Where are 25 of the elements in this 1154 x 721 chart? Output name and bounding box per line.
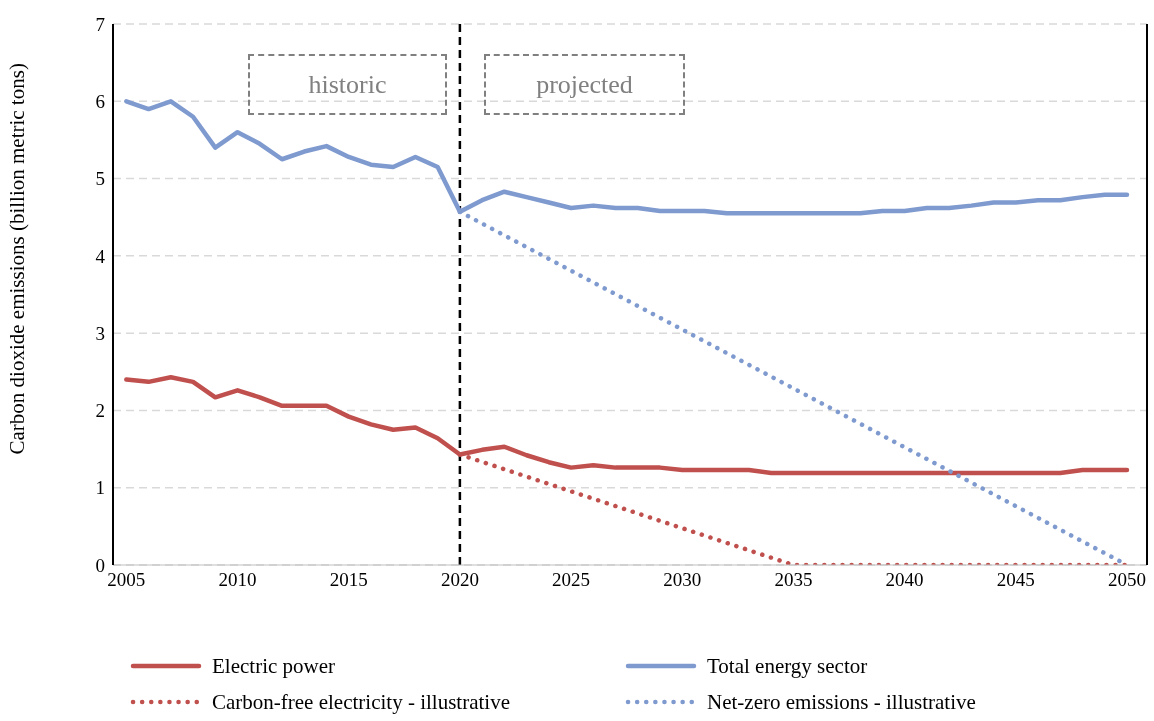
legend-label: Electric power [212, 653, 336, 679]
x-tick-label: 2015 [329, 569, 368, 591]
x-tick-label: 2005 [107, 569, 146, 591]
x-tick-label: 2030 [663, 569, 702, 591]
legend-label: Net-zero emissions - illustrative [707, 689, 976, 715]
y-axis-title: Carbon dioxide emissions (billion metric tons) [5, 63, 30, 455]
x-tick-label: 2045 [996, 569, 1035, 591]
x-tick-label: 2010 [218, 569, 257, 591]
y-tick-label: 5 [95, 168, 105, 190]
x-tick-label: 2050 [1107, 569, 1146, 591]
y-tick-label: 7 [95, 13, 105, 35]
y-tick-label: 1 [95, 477, 105, 499]
annotation: projected [536, 69, 633, 100]
legend-label: Carbon-free electricity - illustrative [212, 689, 510, 715]
y-tick-label: 0 [95, 554, 105, 576]
y-tick-label: 3 [95, 322, 105, 344]
legend-label: Total energy sector [707, 653, 868, 679]
annotation: historic [308, 69, 387, 100]
x-tick-label: 2035 [774, 569, 813, 591]
x-tick-label: 2040 [885, 569, 924, 591]
y-tick-label: 2 [95, 400, 105, 422]
y-tick-label: 6 [95, 91, 105, 113]
x-tick-label: 2020 [440, 569, 479, 591]
y-tick-label: 4 [95, 245, 106, 267]
x-tick-label: 2025 [552, 569, 591, 591]
